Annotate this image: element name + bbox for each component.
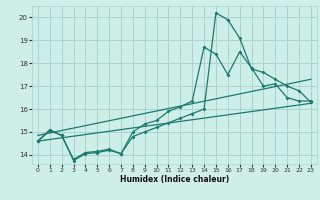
X-axis label: Humidex (Indice chaleur): Humidex (Indice chaleur) [120,175,229,184]
